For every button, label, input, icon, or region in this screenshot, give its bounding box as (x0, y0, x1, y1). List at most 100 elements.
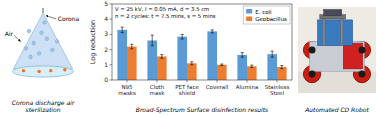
error-bar (121, 27, 124, 32)
error-bar (190, 62, 193, 65)
droplet (51, 48, 55, 52)
annotation: V = 25 kV, I = 0.05 mA, d = 3.5 cmn = 2 … (115, 6, 216, 20)
text-line: Alumina (236, 84, 259, 90)
y-tick (110, 80, 113, 81)
corona-label: Corona (58, 15, 80, 22)
error-bar (220, 64, 223, 66)
x-tick-label: PET faceshield (175, 84, 199, 96)
robot-illustration (298, 7, 376, 93)
bars (117, 27, 286, 80)
bar (187, 63, 197, 80)
x-tick-label: N95masks (118, 84, 136, 96)
y-tick (110, 4, 113, 5)
text-line: sterilization (26, 106, 61, 113)
bar (247, 66, 257, 80)
panel-caption: Automated CD Robot (304, 106, 369, 113)
bar (207, 31, 217, 80)
bar (147, 40, 157, 80)
legend: E. coliGeobacillus (243, 6, 290, 24)
y-tick-label: 5 (104, 0, 108, 7)
text-line: mask (150, 90, 166, 96)
bar (217, 65, 227, 80)
corona-illustration: Corona Air (5, 8, 80, 77)
legend-swatch (246, 17, 252, 22)
error-bar (241, 53, 244, 58)
bar (277, 67, 287, 80)
sample-dot (63, 68, 66, 71)
text-line: Coverall (206, 84, 229, 90)
x-tick-label: Coverall (206, 84, 229, 90)
droplet (55, 40, 59, 44)
wheel-hub (358, 46, 365, 53)
text-line: V = 25 kV, I = 0.05 mA, d = 3.5 cm (115, 6, 209, 12)
arrow (46, 16, 56, 19)
text-line: Automated CD Robot (304, 106, 369, 113)
droplet (32, 41, 36, 45)
emitter (324, 10, 342, 16)
y-axis-label: Log reduction (89, 20, 97, 64)
y-tick-label: 3 (104, 30, 108, 37)
wheel-hub (309, 71, 316, 78)
x-tick (157, 80, 158, 83)
error-bar (160, 55, 163, 59)
x-tick-label: Clothmask (150, 84, 166, 96)
x-tick (127, 80, 128, 83)
plot-frame (112, 4, 292, 80)
error-bar (280, 66, 283, 69)
y-tick (110, 49, 113, 50)
panel-caption: Corona discharge airsterilization (12, 99, 75, 113)
droplet (27, 29, 31, 33)
chart-title: Broad-Spectrum Surface disinfection resu… (136, 106, 268, 114)
error-bar (250, 65, 253, 67)
dish (13, 66, 74, 77)
x-tick (187, 80, 188, 83)
bar (117, 30, 127, 80)
text-line: masks (118, 90, 136, 96)
pole (341, 16, 343, 46)
text-line: Steel (270, 90, 284, 96)
legend-frame (243, 6, 290, 24)
droplet (37, 52, 41, 56)
sample-dot (49, 69, 52, 72)
pole (323, 16, 325, 46)
bar (177, 37, 187, 80)
bar (237, 55, 247, 80)
y-tick (110, 19, 113, 20)
red-box (343, 43, 363, 69)
droplet (45, 37, 49, 41)
x-tick-label: StainlessSteel (265, 84, 290, 96)
wheel-hub (358, 71, 365, 78)
droplet (24, 46, 28, 50)
text-line: shield (179, 90, 195, 96)
legend-swatch (246, 9, 252, 14)
error-bar (271, 51, 274, 57)
error-bar (130, 44, 133, 49)
background (298, 7, 376, 80)
arrow (14, 35, 20, 41)
x-tick-label: Alumina (236, 84, 259, 90)
error-bar (181, 34, 184, 39)
x-tick (277, 80, 278, 83)
error-bar (151, 35, 154, 46)
y-tick-label: 4 (104, 15, 108, 22)
bar (157, 56, 167, 80)
legend-label: Geobacillus (255, 16, 287, 22)
text-line: n = 2 cycles: t = 7.5 mins, s = 5 mins (115, 13, 216, 20)
needle (43, 8, 44, 13)
legend-label: E. coli (255, 9, 272, 15)
air-label: Air (5, 30, 14, 37)
y-tick-label: 2 (104, 46, 108, 53)
droplet (43, 21, 47, 25)
x-tick (217, 80, 218, 83)
bar (267, 54, 277, 80)
bar (127, 47, 137, 80)
droplet (29, 55, 33, 59)
error-bar (211, 30, 214, 33)
y-tick-label: 0 (104, 76, 108, 83)
x-tick (247, 80, 248, 83)
sample-dot (22, 69, 25, 72)
wheel-hub (309, 46, 316, 53)
sample-dot (37, 70, 40, 73)
y-tick-label: 1 (104, 61, 108, 68)
droplet (40, 31, 44, 35)
